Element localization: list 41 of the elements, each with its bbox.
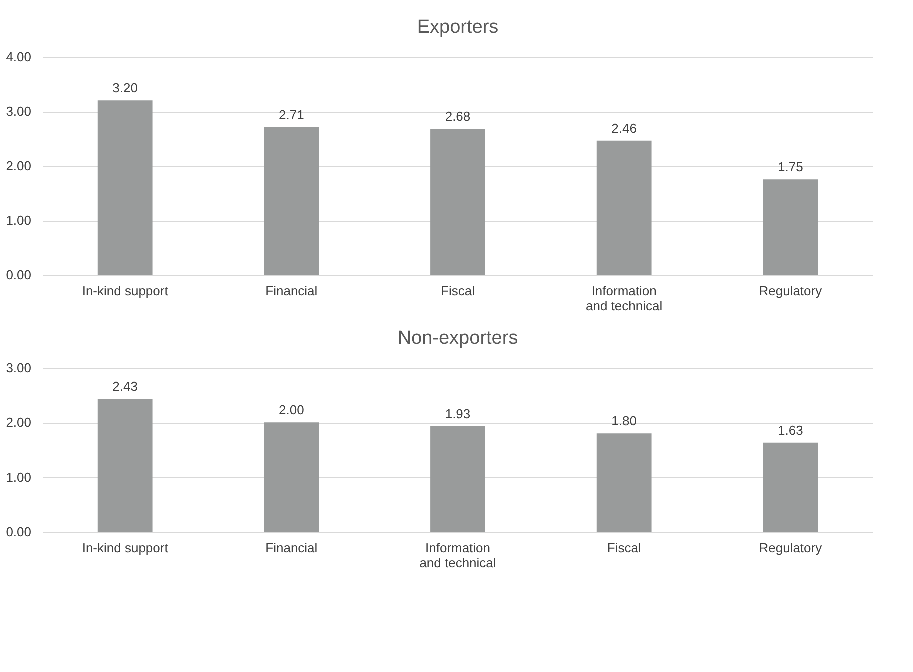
bar bbox=[596, 140, 652, 275]
bar bbox=[596, 434, 652, 532]
bar bbox=[430, 426, 486, 532]
y-tick-label: 0.00 bbox=[6, 268, 32, 282]
x-tick-label: Information and technical bbox=[586, 284, 663, 314]
y-tick-label: 3.00 bbox=[6, 104, 32, 119]
data-label: 2.68 bbox=[445, 108, 471, 124]
bar bbox=[98, 100, 153, 275]
x-tick-label: Financial bbox=[266, 540, 318, 556]
bar bbox=[264, 127, 320, 275]
x-tick-label: Fiscal bbox=[607, 540, 642, 556]
data-label: 2.43 bbox=[112, 379, 138, 394]
x-tick-label: In-kind support bbox=[82, 540, 169, 556]
y-tick-label: 4.00 bbox=[6, 50, 32, 64]
bar bbox=[98, 399, 153, 532]
data-label: 1.75 bbox=[778, 160, 804, 175]
data-label: 2.00 bbox=[279, 402, 304, 418]
x-tick-label: Regulatory bbox=[759, 284, 823, 298]
x-tick-label: Regulatory bbox=[759, 540, 823, 556]
chart-title: Non-exporters bbox=[398, 328, 518, 349]
x-tick-label: Financial bbox=[266, 284, 318, 298]
y-tick-label: 2.00 bbox=[6, 158, 32, 174]
data-label: 2.46 bbox=[612, 120, 637, 136]
data-label: 1.63 bbox=[778, 422, 804, 438]
y-tick-label: 2.00 bbox=[6, 415, 32, 430]
data-label: 1.93 bbox=[445, 406, 471, 422]
data-label: 3.20 bbox=[112, 80, 138, 96]
x-tick-label: Fiscal bbox=[441, 284, 476, 298]
x-tick-label: Information and technical bbox=[420, 540, 496, 570]
y-tick-label: 3.00 bbox=[6, 360, 32, 376]
data-label: 1.80 bbox=[612, 414, 637, 429]
y-tick-label: 0.00 bbox=[6, 524, 32, 540]
chart-title: Exporters bbox=[417, 17, 499, 38]
bar bbox=[264, 422, 320, 532]
bar bbox=[763, 442, 818, 532]
y-tick-label: 1.00 bbox=[6, 213, 32, 228]
y-tick-label: 1.00 bbox=[6, 470, 32, 485]
x-tick-label: In-kind support bbox=[82, 284, 169, 298]
data-label: 2.71 bbox=[279, 107, 304, 122]
bar bbox=[763, 180, 818, 275]
bar bbox=[430, 128, 486, 275]
